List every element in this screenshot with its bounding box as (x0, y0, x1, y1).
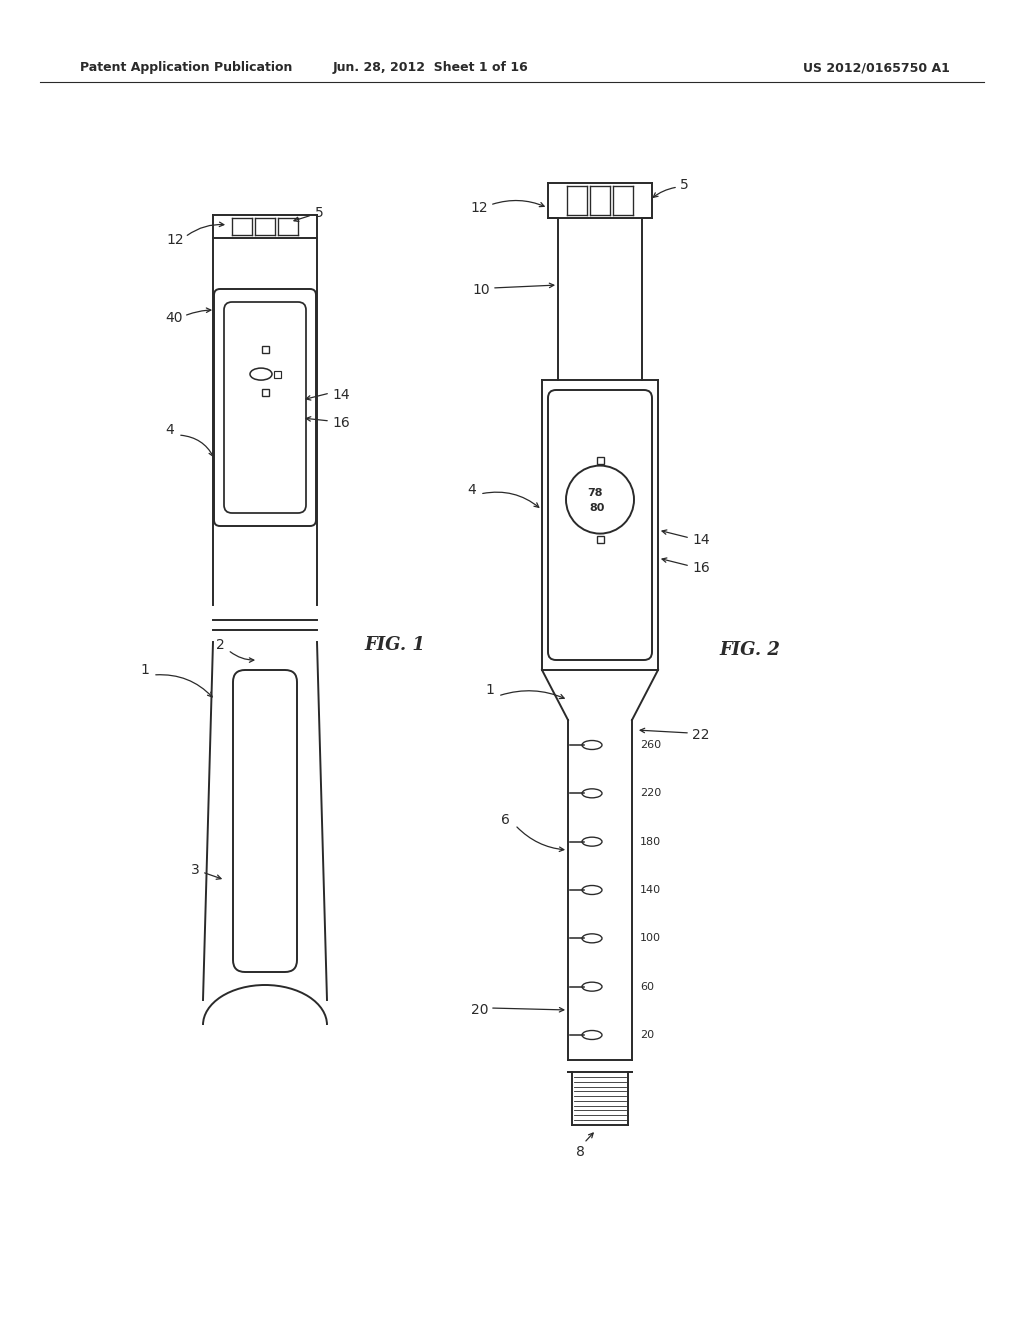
FancyArrowPatch shape (186, 308, 211, 315)
Bar (597, 457, 603, 463)
Text: 14: 14 (692, 533, 710, 546)
Bar (261, 346, 268, 354)
Text: 6: 6 (501, 813, 510, 828)
FancyArrowPatch shape (156, 675, 212, 697)
Text: 140: 140 (640, 884, 662, 895)
Text: 60: 60 (640, 982, 654, 991)
Text: 16: 16 (332, 416, 350, 430)
FancyArrowPatch shape (586, 1133, 593, 1140)
Bar (597, 536, 603, 543)
FancyArrowPatch shape (205, 873, 221, 879)
Text: 40: 40 (166, 312, 183, 325)
Text: FIG. 1: FIG. 1 (365, 636, 425, 653)
Bar (261, 389, 268, 396)
Text: FIG. 2: FIG. 2 (720, 642, 780, 659)
Text: Patent Application Publication: Patent Application Publication (80, 62, 293, 74)
FancyArrowPatch shape (493, 1007, 564, 1012)
Text: 16: 16 (692, 561, 710, 576)
FancyArrowPatch shape (663, 558, 687, 565)
Text: 80: 80 (590, 503, 605, 512)
FancyArrowPatch shape (187, 222, 224, 235)
Text: 4: 4 (165, 422, 174, 437)
Text: Jun. 28, 2012  Sheet 1 of 16: Jun. 28, 2012 Sheet 1 of 16 (332, 62, 528, 74)
FancyArrowPatch shape (501, 690, 564, 698)
Text: 100: 100 (640, 933, 662, 944)
Text: 78: 78 (587, 487, 603, 498)
FancyArrowPatch shape (495, 284, 554, 288)
Text: 260: 260 (640, 741, 662, 750)
FancyArrowPatch shape (482, 492, 539, 507)
Text: 4: 4 (467, 483, 476, 498)
Text: 8: 8 (575, 1144, 585, 1159)
Text: 20: 20 (640, 1030, 654, 1040)
FancyArrowPatch shape (517, 828, 564, 851)
Text: 10: 10 (472, 282, 490, 297)
Bar (274, 371, 281, 378)
FancyArrowPatch shape (640, 729, 687, 733)
Text: 3: 3 (191, 863, 200, 876)
Text: 180: 180 (640, 837, 662, 846)
FancyArrowPatch shape (181, 436, 213, 457)
Text: 5: 5 (315, 206, 324, 220)
Text: 12: 12 (166, 234, 184, 247)
FancyArrowPatch shape (306, 417, 328, 421)
FancyArrowPatch shape (294, 216, 309, 222)
Text: 2: 2 (216, 638, 224, 652)
Text: 22: 22 (692, 729, 710, 742)
Text: 20: 20 (470, 1003, 488, 1016)
FancyArrowPatch shape (493, 201, 544, 207)
FancyArrowPatch shape (653, 187, 675, 197)
Text: US 2012/0165750 A1: US 2012/0165750 A1 (803, 62, 950, 74)
Text: 5: 5 (680, 178, 689, 191)
FancyArrowPatch shape (306, 393, 328, 400)
FancyArrowPatch shape (663, 529, 687, 537)
Text: 1: 1 (485, 682, 495, 697)
Text: 220: 220 (640, 788, 662, 799)
Text: 12: 12 (470, 201, 488, 215)
Text: 14: 14 (332, 388, 349, 403)
FancyArrowPatch shape (230, 652, 254, 663)
Text: 1: 1 (140, 663, 150, 677)
